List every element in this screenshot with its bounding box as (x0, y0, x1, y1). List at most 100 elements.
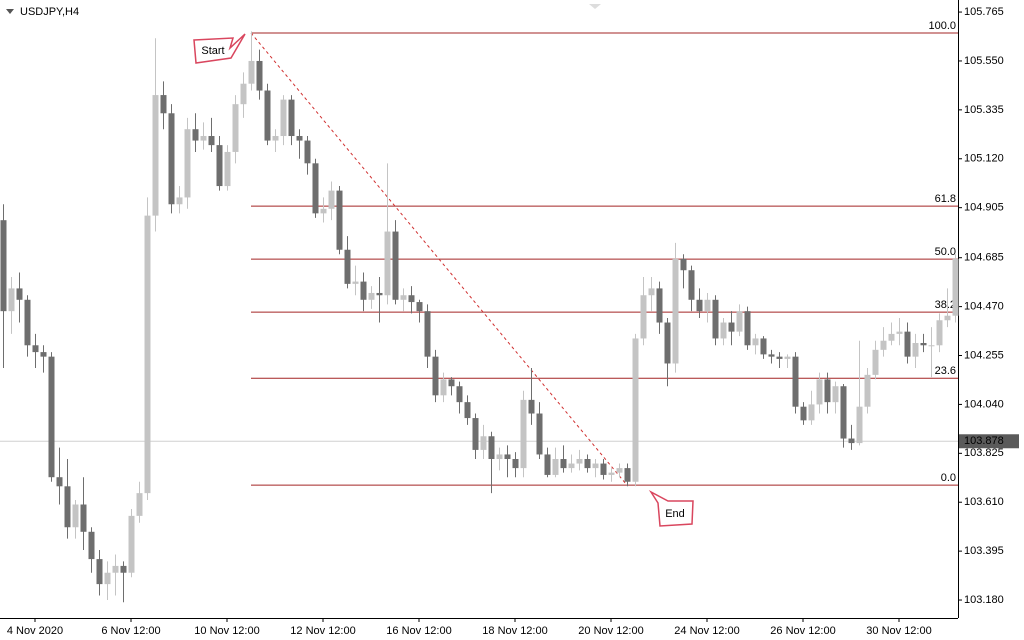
candle-body (192, 129, 199, 141)
candle-body (240, 83, 247, 105)
end-annotation: End (648, 490, 694, 527)
candle-body (552, 459, 559, 475)
candle-body (912, 343, 919, 357)
candle-body (536, 413, 543, 455)
candle-body (680, 258, 687, 271)
candle-body (880, 340, 887, 350)
candle-body (504, 454, 511, 460)
y-tick-label: 104.040 (964, 398, 1004, 410)
y-tick-label: 105.550 (964, 55, 1004, 67)
candle-body (216, 145, 223, 187)
x-tick-label: 12 Nov 12:00 (290, 625, 355, 637)
candle-body (584, 459, 591, 469)
candle-body (672, 258, 679, 364)
candle-body (936, 320, 943, 346)
menu-arrow[interactable] (6, 9, 14, 14)
candle-body (64, 486, 71, 528)
x-tick-label: 16 Nov 12:00 (386, 625, 451, 637)
candle-body (648, 288, 655, 296)
fib-label: 61.8 (935, 193, 956, 205)
candle-body (528, 399, 535, 414)
candle-body (720, 322, 727, 339)
fib-label: 0.0 (941, 472, 956, 484)
candle-body (40, 352, 47, 357)
candle-body (288, 99, 295, 137)
candle-body (184, 129, 191, 198)
candle-body (416, 302, 423, 312)
candle-body (96, 559, 103, 585)
candle-body (136, 493, 143, 516)
fib-label: 100.0 (928, 20, 956, 32)
candle-body (392, 231, 399, 300)
candle-body (128, 515, 135, 573)
candle-body (88, 531, 95, 560)
candle-body (144, 215, 151, 494)
candle-body (616, 468, 623, 473)
x-tick-label: 10 Nov 12:00 (194, 625, 259, 637)
candle-body (856, 406, 863, 444)
candle-body (888, 333, 895, 341)
candle-body (832, 386, 839, 403)
candle-body (920, 343, 927, 346)
note-bubble (193, 33, 246, 64)
y-tick-label: 103.180 (964, 594, 1004, 606)
candle-body (72, 504, 79, 528)
candle-body (728, 322, 735, 332)
y-tick-label: 105.335 (964, 104, 1004, 116)
candle-body (944, 315, 951, 321)
candle-body (456, 386, 463, 403)
note-text: End (665, 508, 685, 520)
candle-body (232, 104, 239, 152)
x-tick-label: 18 Nov 12:00 (482, 625, 547, 637)
candle-body (824, 379, 831, 403)
current-price-box (959, 434, 1019, 449)
candle-body (640, 295, 647, 339)
candle-body (688, 270, 695, 300)
candle-body (32, 345, 39, 353)
note-bubble (648, 490, 694, 527)
candle-body (80, 504, 87, 532)
candle-body (744, 311, 751, 346)
candle-body (520, 399, 527, 469)
candle-body (328, 190, 335, 209)
candle-body (56, 477, 63, 487)
candle-body (320, 208, 327, 214)
candle-body (592, 463, 599, 469)
candle-body (104, 572, 111, 585)
x-tick-label: 24 Nov 12:00 (674, 625, 739, 637)
candle-body (600, 463, 607, 475)
candle-body (872, 349, 879, 375)
candle-body (448, 379, 455, 387)
candle-body (432, 356, 439, 396)
y-tick-label: 104.255 (964, 349, 1004, 361)
candle-body (848, 438, 855, 444)
candle-body (360, 281, 367, 300)
fib-trend-line (250, 32, 628, 486)
x-tick-label: 6 Nov 12:00 (101, 625, 160, 637)
candle-body (664, 322, 671, 364)
y-tick-label: 104.470 (964, 301, 1004, 313)
candle-body (808, 404, 815, 421)
candle-body (0, 220, 7, 312)
y-tick-label: 103.610 (964, 496, 1004, 508)
candle-body (864, 374, 871, 407)
candle-body (472, 418, 479, 450)
note-text: Start (201, 45, 224, 57)
fib-label: 23.6 (935, 365, 956, 377)
candle-body (152, 95, 159, 216)
candle-body (800, 406, 807, 421)
candle-body (792, 356, 799, 407)
y-tick-label: 105.120 (964, 153, 1004, 165)
x-tick-label: 30 Nov 12:00 (866, 625, 931, 637)
candle-body (296, 136, 303, 141)
candle-body (696, 299, 703, 312)
candle-body (48, 356, 55, 478)
current-price-label: 103.878 (964, 435, 1004, 447)
candle-body (712, 299, 719, 339)
candle-body (400, 295, 407, 300)
candle-body (280, 99, 287, 137)
candle-body (464, 402, 471, 419)
y-tick-label: 103.825 (964, 447, 1004, 459)
candle-body (248, 60, 255, 84)
candle-body (776, 356, 783, 359)
